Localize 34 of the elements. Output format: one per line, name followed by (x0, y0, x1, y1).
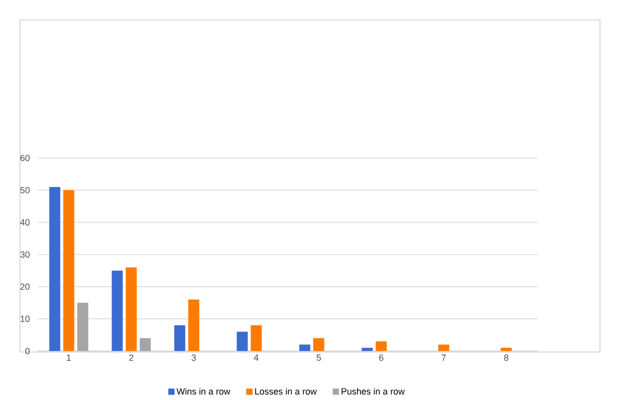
x-tick-label: 6 (379, 354, 384, 361)
x-tick-label: 3 (192, 354, 196, 361)
bar (77, 302, 88, 352)
bar (188, 300, 200, 352)
y-tick-label: 60 (20, 154, 30, 162)
x-tick-label: 2 (129, 354, 134, 361)
bar (174, 325, 186, 352)
bar (236, 332, 248, 352)
x-tick-label: 8 (504, 354, 508, 361)
bar (299, 344, 310, 352)
bar (112, 270, 123, 352)
legend-label: Pushes in a row (342, 388, 405, 395)
bar (362, 348, 373, 352)
y-tick-label: 40 (20, 219, 30, 226)
legend-label: Losses in a row (255, 388, 317, 395)
y-tick-label: 50 (20, 187, 30, 194)
bar (49, 186, 60, 352)
legend-label: Wins in a row (176, 388, 230, 395)
y-tick-label: 30 (20, 251, 30, 258)
bar (140, 338, 151, 352)
bar (63, 190, 74, 352)
x-tick-label: 1 (66, 354, 71, 361)
y-tick-label: 10 (20, 316, 30, 322)
bar (313, 338, 324, 352)
bar (438, 344, 450, 352)
x-tick-label: 4 (254, 354, 258, 361)
y-tick-label: 0 (25, 348, 30, 354)
bar (250, 325, 262, 352)
y-tick-label: 20 (20, 284, 30, 290)
bar (500, 348, 512, 352)
x-tick-label: 5 (316, 354, 321, 361)
bar (126, 267, 137, 352)
x-tick-label: 7 (442, 354, 446, 361)
bar (376, 341, 387, 352)
